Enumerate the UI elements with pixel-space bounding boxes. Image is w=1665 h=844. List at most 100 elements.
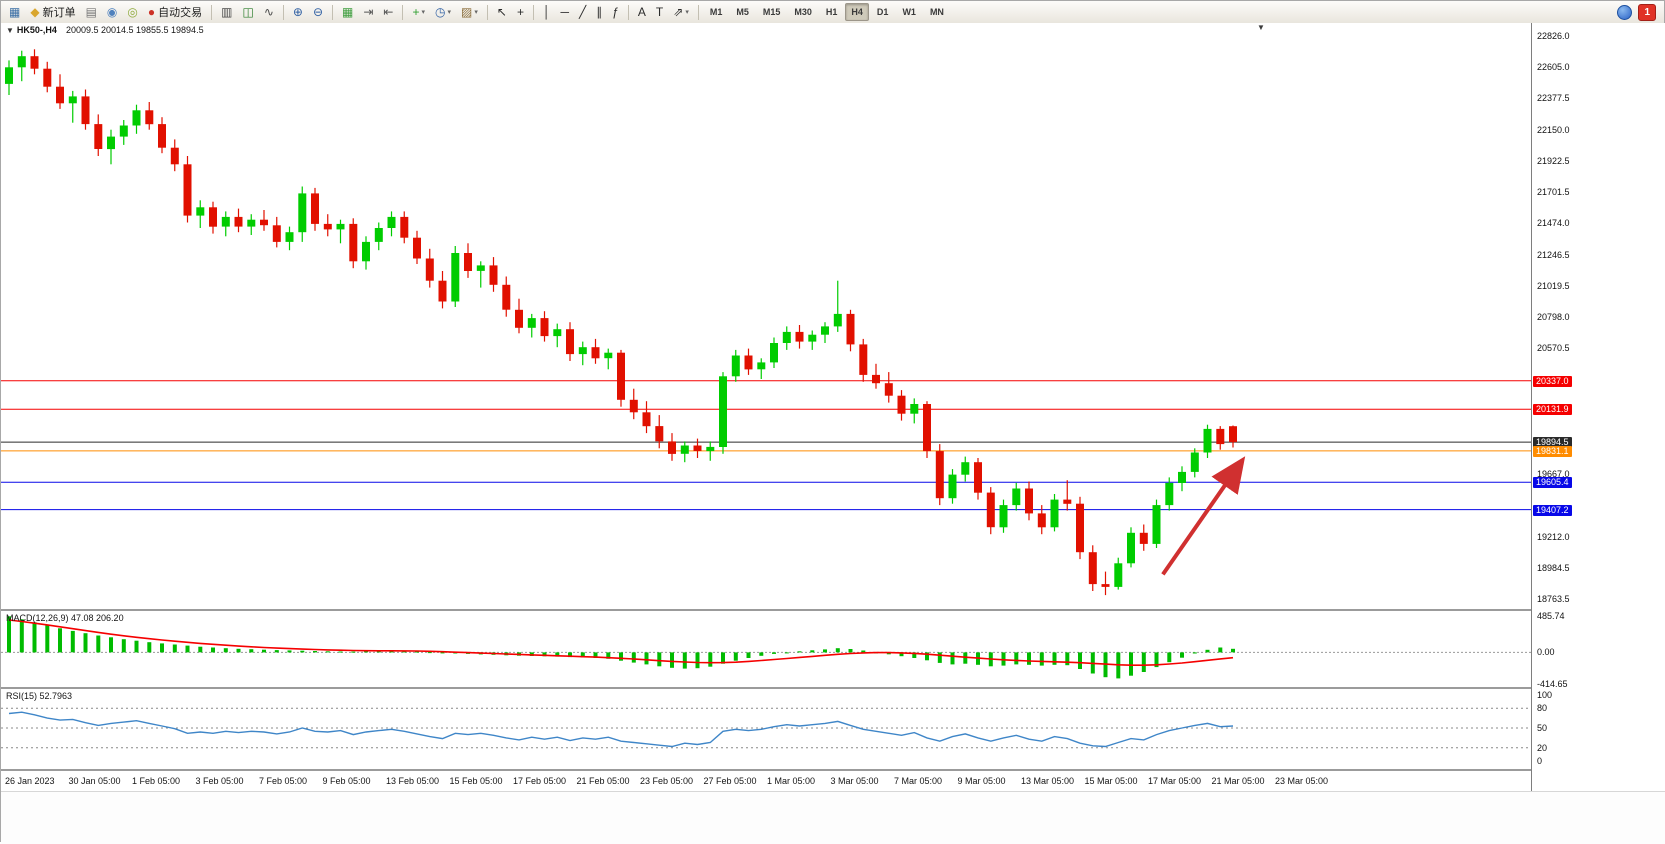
templates-button[interactable]: ▨ ▾ (457, 2, 482, 23)
time-axis-label: 9 Feb 05:00 (322, 776, 371, 786)
time-axis-label: 15 Mar 05:00 (1084, 776, 1138, 786)
trendline-button[interactable]: ╱ (575, 2, 590, 23)
tile-windows-button[interactable]: ▦ (338, 2, 357, 23)
app-icon[interactable]: ▦ (5, 2, 24, 23)
indicators-button[interactable]: + ▾ (408, 2, 429, 23)
chart-ohlc-values: 20009.5 20014.5 19855.5 19894.5 (65, 25, 204, 35)
chart-shift-icon: ⇤ (383, 5, 394, 19)
rsi-chart[interactable] (1, 689, 1531, 769)
dropdown-caret-icon[interactable]: ▾ (474, 9, 478, 16)
templates-icon: ▨ (461, 5, 473, 19)
text-icon: A (637, 5, 646, 19)
timeframe-m30-button[interactable]: M30 (794, 7, 812, 17)
crosshair-button[interactable]: + (513, 2, 528, 23)
timeframe-w1-button[interactable]: W1 (902, 7, 916, 17)
market-watch-icon[interactable]: ◉ (103, 2, 121, 23)
new-order-icon: ◆ (30, 5, 40, 19)
candlestick-chart[interactable] (1, 23, 1531, 609)
cursor-button[interactable]: ↖ (493, 2, 511, 23)
time-axis-label: 13 Feb 05:00 (386, 776, 440, 786)
chart-shift-button[interactable]: ⇤ (379, 2, 397, 23)
text-label-icon: T (655, 5, 664, 19)
toolbar-separator (282, 4, 284, 20)
arrows-button[interactable]: ⇗ ▾ (669, 2, 693, 23)
toolbar-separator (697, 4, 699, 20)
community-icon[interactable] (1617, 4, 1633, 20)
time-axis-label: 21 Feb 05:00 (576, 776, 630, 786)
vertical-line-icon: │ (542, 5, 551, 19)
timeframe-m5-button[interactable]: M5 (736, 7, 749, 17)
price-scale[interactable]: 22826.0 22605.0 22377.5 22150.0 21922.5 21701… (1531, 23, 1665, 791)
cursor-icon: ↖ (496, 5, 507, 19)
one-click-trading-toggle[interactable]: ▼ (6, 26, 14, 35)
toolbar-separator (627, 4, 629, 20)
new-order-button[interactable]: ◆ 新订单 (26, 2, 79, 23)
price-scale-label: 21701.5 (1537, 187, 1570, 197)
app-icon-icon: ▦ (9, 5, 21, 19)
navigator-icon[interactable]: ◎ (123, 2, 141, 23)
chart-window: ▼ HK50-,H4 20009.5 20014.5 19855.5 19894.5… (1, 23, 1665, 791)
timeframe-mn-button[interactable]: MN (929, 7, 944, 17)
autotrading-button-label: 自动交易 (158, 7, 203, 19)
price-scale-label: 80 (1537, 703, 1548, 713)
time-axis-separator (1, 769, 1665, 771)
time-axis-label: 15 Feb 05:00 (449, 776, 503, 786)
autotrading-icon: ● (147, 5, 156, 19)
notification-badge[interactable]: 1 (1638, 3, 1656, 21)
timeframe-h4-button[interactable]: H4 (845, 3, 869, 21)
chart-shift-marker[interactable]: ▼ (1257, 23, 1265, 32)
autotrading-button[interactable]: ● 自动交易 (144, 2, 206, 23)
zoom-out-button[interactable]: ⊖ (309, 2, 327, 23)
rsi-panel[interactable]: RSI(15) 52.7963 (1, 689, 1531, 769)
auto-scroll-button[interactable]: ⇥ (359, 2, 377, 23)
price-scale-label: 18984.5 (1537, 563, 1570, 573)
toolbar-right: 1 (1617, 3, 1661, 21)
navigator-icon-icon: ◎ (127, 5, 138, 19)
candlestick-chart-button[interactable]: ◫ (238, 2, 257, 23)
chart-header: ▼ HK50-,H4 20009.5 20014.5 19855.5 19894.5 (6, 25, 204, 35)
zoom-in-button[interactable]: ⊕ (289, 2, 307, 23)
panel-separator[interactable] (1, 687, 1665, 689)
timeframe-m1-button[interactable]: M1 (709, 7, 723, 17)
dropdown-caret-icon[interactable]: ▾ (421, 9, 426, 16)
timeframe-d1-button[interactable]: D1 (876, 7, 889, 17)
macd-panel[interactable]: MACD(12,26,9) 47.08 206.20 (1, 611, 1531, 687)
price-level-label: 19605.4 (1533, 477, 1572, 488)
fibonacci-button[interactable]: ƒ (608, 2, 623, 23)
macd-chart[interactable] (1, 611, 1531, 687)
price-scale-label: 22605.0 (1537, 62, 1570, 72)
panel-separator[interactable] (1, 609, 1665, 611)
charts-icon-icon: ▤ (85, 5, 97, 19)
price-scale-label: 21474.0 (1537, 218, 1570, 228)
price-scale-label: 0.00 (1537, 647, 1555, 657)
price-scale-label: 19212.0 (1537, 532, 1570, 542)
line-chart-button[interactable]: ∿ (260, 2, 278, 23)
timeframe-h1-button[interactable]: H1 (825, 7, 838, 17)
bar-chart-button[interactable]: ▥ (217, 2, 236, 23)
chart-symbol-label: HK50-,H4 (16, 25, 57, 35)
dropdown-caret-icon[interactable]: ▾ (447, 9, 452, 16)
channel-button[interactable]: ∥ (592, 2, 606, 23)
text-button[interactable]: A (634, 2, 650, 23)
time-axis-label: 30 Jan 05:00 (68, 776, 121, 786)
time-axis-label: 7 Feb 05:00 (259, 776, 308, 786)
charts-icon[interactable]: ▤ (82, 2, 101, 23)
periods-button[interactable]: ◷ ▾ (431, 2, 455, 23)
price-scale-label: 20798.0 (1537, 312, 1570, 322)
text-label-button[interactable]: T (652, 2, 667, 23)
toolbar-separator (211, 4, 213, 20)
arrows-icon: ⇗ (673, 5, 684, 19)
price-scale-label: 21246.5 (1537, 250, 1570, 260)
time-axis-label: 7 Mar 05:00 (894, 776, 943, 786)
horizontal-line-button[interactable]: ─ (556, 2, 573, 23)
vertical-line-button[interactable]: │ (539, 2, 555, 23)
dropdown-caret-icon[interactable]: ▾ (685, 9, 689, 16)
time-axis-label: 17 Feb 05:00 (513, 776, 567, 786)
main-chart-panel[interactable]: ▼ HK50-,H4 20009.5 20014.5 19855.5 19894.5… (1, 23, 1531, 609)
timeframe-m15-button[interactable]: M15 (762, 7, 781, 17)
crosshair-icon: + (516, 5, 524, 19)
bottom-area (1, 791, 1665, 844)
time-axis[interactable]: 26 Jan 2023 30 Jan 05:00 1 Feb 05:00 3 Feb … (1, 771, 1665, 791)
time-axis-label: 23 Mar 05:00 (1275, 776, 1329, 786)
time-axis-label: 1 Feb 05:00 (132, 776, 181, 786)
